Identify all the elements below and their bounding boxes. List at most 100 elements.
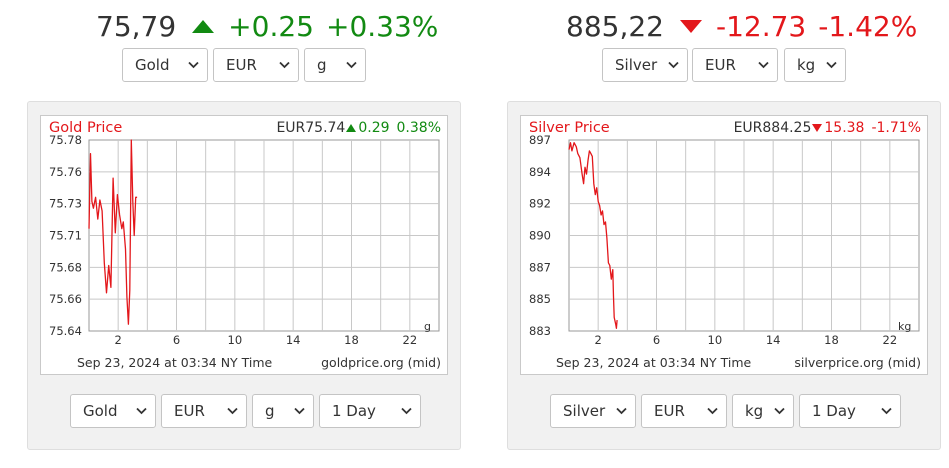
gold-price-line xyxy=(88,139,138,325)
select-value: EUR xyxy=(705,56,736,74)
silver-metal-select[interactable]: Silver xyxy=(602,48,688,82)
gold-y-tick-label: 75.71 xyxy=(49,229,82,243)
silver-chart-quote-change: 15.38 xyxy=(824,120,865,136)
silver-y-tick-label: 890 xyxy=(529,229,551,243)
arrow-up-icon xyxy=(192,19,215,33)
silver-x-tick-label: 6 xyxy=(653,333,660,347)
gold-unit-select[interactable]: g xyxy=(304,48,366,82)
select-value: EUR xyxy=(226,56,257,74)
gold-y-tick-label: 75.76 xyxy=(49,165,82,179)
silver-chart-unit: kg xyxy=(898,320,912,333)
select-value: 1 Day xyxy=(812,402,856,420)
silver-chart-metal-select[interactable]: Silver xyxy=(550,394,636,428)
select-value: Silver xyxy=(615,56,658,74)
silver-chart-footer-time: Sep 23, 2024 at 03:34 NY Time xyxy=(556,355,752,370)
gold-x-tick-label: 2 xyxy=(115,333,122,347)
silver-chart: 897 894 892 890 887 885 883 2 6 10 14 18 22 Silver P… xyxy=(520,115,928,375)
gold-chart: 75.78 75.76 75.73 75.71 75.68 75.66 75.64 2 6 10 1… xyxy=(40,115,448,375)
select-value: 1 Day xyxy=(332,402,376,420)
arrow-down-icon xyxy=(679,19,702,33)
gold-x-tick-label: 18 xyxy=(344,333,359,347)
silver-chart-currency-select[interactable]: EUR xyxy=(641,394,727,428)
gold-currency-select[interactable]: EUR xyxy=(213,48,299,82)
chevron-down-icon xyxy=(881,407,892,415)
chevron-down-icon xyxy=(346,61,357,69)
silver-y-tick-label: 892 xyxy=(529,197,551,211)
gold-x-tick-label: 14 xyxy=(286,333,301,347)
gold-chart-footer-source: goldprice.org (mid) xyxy=(321,355,441,370)
gold-y-tick-label: 75.66 xyxy=(49,292,82,306)
gold-chart-title: Gold Price xyxy=(49,120,123,136)
silver-price-change-pct: -1.42% xyxy=(818,9,918,43)
gold-y-tick-label: 75.68 xyxy=(49,260,82,274)
select-value: EUR xyxy=(654,402,685,420)
silver-chart-quote: EUR884.25 15.38 -1.71% xyxy=(734,120,921,136)
select-value: EUR xyxy=(174,402,205,420)
gold-chart-unit: g xyxy=(424,320,431,333)
gold-chart-svg: 75.78 75.76 75.73 75.71 75.68 75.66 75.64 2 6 10 1… xyxy=(49,133,440,347)
gold-chart-quote: EUR75.74 0.29 0.38% xyxy=(276,120,441,136)
select-value: g xyxy=(265,402,275,420)
silver-y-tick-label: 885 xyxy=(529,292,551,306)
select-value: kg xyxy=(745,402,764,420)
gold-chart-range-select[interactable]: 1 Day xyxy=(319,394,421,428)
gold-y-tick-label: 75.73 xyxy=(49,197,82,211)
gold-x-tick-label: 6 xyxy=(173,333,180,347)
silver-price-change: -12.73 xyxy=(715,9,807,43)
gold-chart-currency-select[interactable]: EUR xyxy=(161,394,247,428)
chevron-down-icon xyxy=(826,61,837,69)
chevron-down-icon xyxy=(758,61,769,69)
silver-chart-quote-change-pct: -1.71% xyxy=(871,120,921,136)
silver-price-value: 885,22 xyxy=(566,9,664,43)
silver-chart-footer-source: silverprice.org (mid) xyxy=(794,355,921,370)
gold-price-header: 75,79 +0.25 +0.33% xyxy=(96,8,438,44)
silver-chart-unit-select[interactable]: kg xyxy=(732,394,794,428)
gold-price-value: 75,79 xyxy=(96,9,177,43)
gold-chart-quote-price: EUR75.74 xyxy=(276,120,346,136)
chevron-down-icon xyxy=(616,407,627,415)
silver-chart-range-select[interactable]: 1 Day xyxy=(799,394,901,428)
arrow-down-icon xyxy=(812,124,823,132)
silver-x-tick-label: 14 xyxy=(766,333,781,347)
silver-chart-quote-price: EUR884.25 xyxy=(733,120,812,136)
gold-y-tick-label: 75.78 xyxy=(49,133,82,147)
gold-chart-unit-select[interactable]: g xyxy=(252,394,314,428)
select-value: Gold xyxy=(135,56,170,74)
gold-y-tick-label: 75.64 xyxy=(49,324,82,338)
gold-x-tick-label: 10 xyxy=(228,333,243,347)
gold-metal-select[interactable]: Gold xyxy=(122,48,208,82)
silver-y-tick-label: 883 xyxy=(529,324,551,338)
silver-unit-select[interactable]: kg xyxy=(784,48,846,82)
chevron-down-icon xyxy=(136,407,147,415)
chevron-down-icon xyxy=(279,61,290,69)
gold-chart-quote-change-pct: 0.38% xyxy=(396,120,441,136)
silver-chart-title: Silver Price xyxy=(529,120,610,136)
chevron-down-icon xyxy=(707,407,718,415)
silver-x-tick-label: 2 xyxy=(595,333,602,347)
silver-y-tick-label: 894 xyxy=(529,165,551,179)
select-value: Silver xyxy=(563,402,606,420)
silver-x-tick-label: 18 xyxy=(824,333,839,347)
select-value: kg xyxy=(797,56,816,74)
gold-chart-panel: 75.78 75.76 75.73 75.71 75.68 75.66 75.64 2 6 10 1… xyxy=(27,101,461,450)
select-value: g xyxy=(317,56,327,74)
gold-chart-quote-change: 0.29 xyxy=(358,120,390,136)
silver-x-tick-label: 10 xyxy=(708,333,723,347)
silver-x-tick-label: 22 xyxy=(883,333,898,347)
gold-x-tick-label: 22 xyxy=(403,333,418,347)
gold-price-change: +0.25 xyxy=(228,9,314,43)
silver-currency-select[interactable]: EUR xyxy=(692,48,778,82)
chevron-down-icon xyxy=(188,61,199,69)
chevron-down-icon xyxy=(668,61,679,69)
silver-price-line xyxy=(568,142,618,329)
chevron-down-icon xyxy=(401,407,412,415)
select-value: Gold xyxy=(83,402,118,420)
silver-chart-panel: 897 894 892 890 887 885 883 2 6 10 14 18 22 Silver P… xyxy=(507,101,941,450)
silver-y-tick-label: 887 xyxy=(529,260,551,274)
silver-price-header: 885,22 -12.73 -1.42% xyxy=(566,8,917,44)
gold-chart-metal-select[interactable]: Gold xyxy=(70,394,156,428)
chevron-down-icon xyxy=(227,407,238,415)
gold-chart-footer-time: Sep 23, 2024 at 03:34 NY Time xyxy=(77,355,273,370)
silver-y-tick-label: 897 xyxy=(529,133,551,147)
silver-chart-svg: 897 894 892 890 887 885 883 2 6 10 14 18 22 xyxy=(529,133,920,347)
